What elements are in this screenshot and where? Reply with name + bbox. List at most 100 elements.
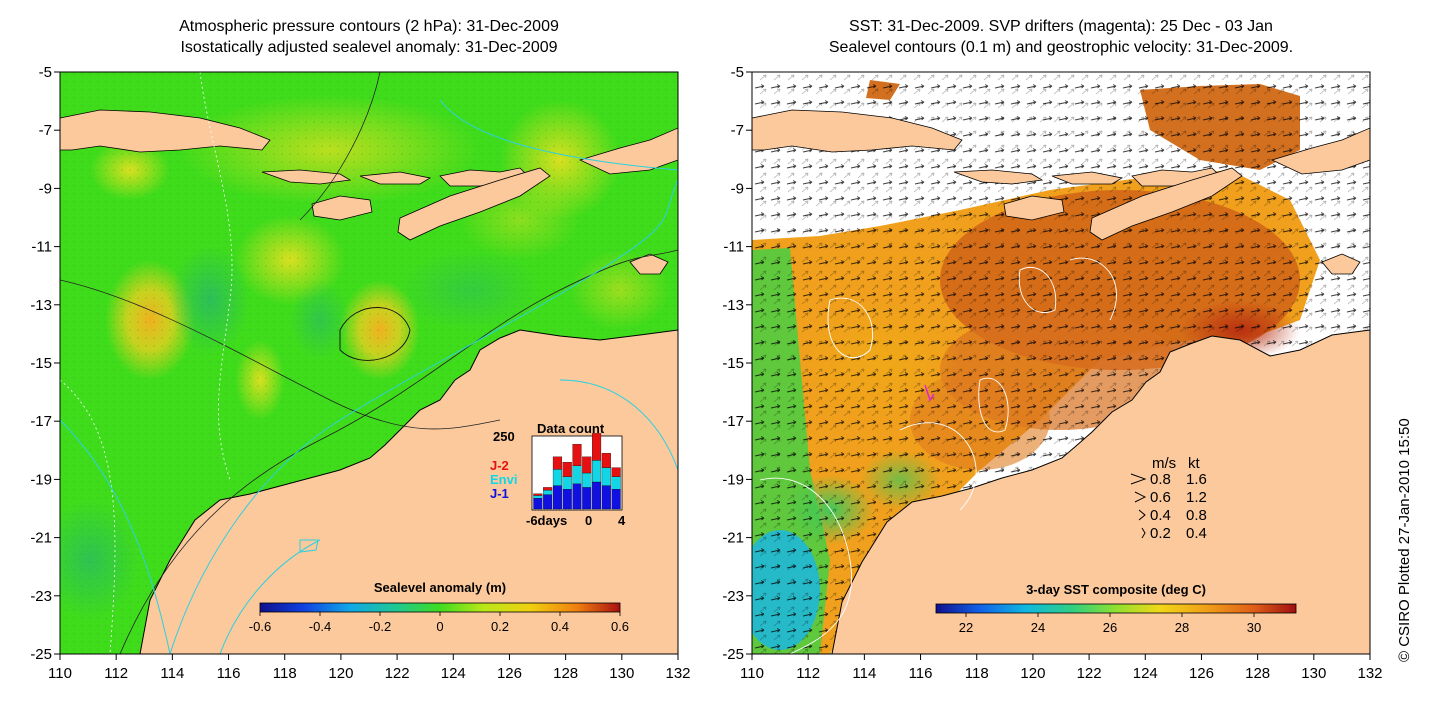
inset-bar-j1 xyxy=(562,489,572,510)
velocity-legend-kt: 0.8 xyxy=(1186,507,1207,524)
inset-legend-j2: J-2 xyxy=(490,458,509,473)
inset-xtick-left: -6days xyxy=(526,513,567,528)
left-ytick-label: -25 xyxy=(30,646,52,663)
inset-bar-j1 xyxy=(601,485,611,510)
inset-bar-envi xyxy=(611,476,621,490)
land-australia-r xyxy=(831,329,1370,654)
left-ytick-label: -9 xyxy=(39,180,52,197)
sst-colorbar: 3-day SST composite (deg C) 22 24 26 28 30 xyxy=(935,582,1297,635)
land-tanimbar xyxy=(629,253,669,275)
colorbar-tick-label: 28 xyxy=(1175,620,1189,635)
right-xtick-label: 126 xyxy=(1189,665,1214,682)
colorbar-tick-label: 22 xyxy=(959,620,973,635)
left-ytick-label: -11 xyxy=(31,239,52,256)
left-xtick-label: 116 xyxy=(217,665,241,682)
inset-bar-j1 xyxy=(552,485,562,510)
inset-bar-j2 xyxy=(552,456,562,470)
colorbar-tick-label: -0.4 xyxy=(309,619,331,634)
left-ytick-label: -23 xyxy=(30,588,52,605)
left-xtick-label: 126 xyxy=(497,665,522,682)
right-ytick-label: -9 xyxy=(731,180,744,197)
left-xtick-label: 130 xyxy=(609,665,634,682)
left-xtick-label: 112 xyxy=(104,665,128,682)
right-ytick-label: -5 xyxy=(731,64,744,81)
left-map xyxy=(60,72,678,654)
left-title-line1: Atmospheric pressure contours (2 hPa): 3… xyxy=(179,18,559,35)
inset-legend-envi: Envi xyxy=(490,472,517,487)
sla-colorbar: Sealevel anomaly (m) -0.6 -0.4 -0.2 0 0.2 0.4… xyxy=(249,580,629,634)
velocity-legend-ms-header: m/s xyxy=(1152,455,1176,472)
left-ytick-label: -5 xyxy=(39,64,52,81)
left-ytick-label: -17 xyxy=(30,413,52,430)
velocity-legend-ms: 0.2 xyxy=(1150,525,1171,542)
velocity-legend-ms: 0.4 xyxy=(1150,507,1171,524)
right-xtick-label: 128 xyxy=(1245,665,1270,682)
colorbar-tick-label: 0 xyxy=(436,619,443,634)
left-ytick-label: -13 xyxy=(30,297,52,314)
left-xtick-label: 120 xyxy=(328,665,353,682)
right-xtick-label: 120 xyxy=(1020,665,1045,682)
velocity-legend-ms: 0.8 xyxy=(1150,471,1171,488)
inset-bar-j1 xyxy=(572,483,582,510)
inset-bar-envi xyxy=(562,476,572,490)
sla-colorbar-title: Sealevel anomaly (m) xyxy=(374,580,506,595)
colorbar-tick-label: -0.2 xyxy=(369,619,391,634)
right-title-line1: SST: 31-Dec-2009. SVP drifters (magenta)… xyxy=(849,18,1273,35)
land-sumba xyxy=(311,195,373,221)
left-xtick-label: 132 xyxy=(665,665,690,682)
land-flores-north-r xyxy=(1270,127,1370,175)
right-xtick-label: 124 xyxy=(1133,665,1158,682)
land-sumba-r xyxy=(1003,195,1065,221)
inset-bar-envi xyxy=(592,460,602,483)
velocity-legend: m/s kt 0.8 1.60.6 1.20.4 0.80.2 0.4 xyxy=(1130,455,1207,542)
left-panel-title: Atmospheric pressure contours (2 hPa): 3… xyxy=(60,16,678,58)
left-xtick-label: 124 xyxy=(441,665,466,682)
right-ytick-label: -15 xyxy=(722,355,744,372)
colorbar-tick-label: 30 xyxy=(1247,620,1261,635)
velocity-legend-arrow xyxy=(1130,473,1147,485)
colorbar-tick-label: 0.4 xyxy=(551,619,569,634)
velocity-legend-kt: 1.6 xyxy=(1186,471,1207,488)
left-xtick-label: 128 xyxy=(553,665,578,682)
left-ytick-label: -21 xyxy=(30,530,52,547)
inset-bar-j2 xyxy=(562,462,572,477)
left-xtick-label: 110 xyxy=(48,665,72,682)
velocity-legend-kt-header: kt xyxy=(1188,455,1201,472)
inset-bar-j2 xyxy=(611,467,621,477)
right-panel-title: SST: 31-Dec-2009. SVP drifters (magenta)… xyxy=(752,16,1370,58)
inset-bar-j1 xyxy=(582,487,592,510)
inset-xtick-right: 4 xyxy=(618,513,626,528)
velocity-legend-arrow xyxy=(1138,509,1146,521)
inset-bar-j1 xyxy=(543,494,553,510)
velocity-legend-kt: 0.4 xyxy=(1186,525,1207,542)
inset-bar-envi xyxy=(601,467,611,486)
colorbar-tick-label: 0.2 xyxy=(491,619,509,634)
plot-credit: © CSIRO Plotted 27-Jan-2010 15:50 xyxy=(1396,418,1413,662)
right-ytick-label: -23 xyxy=(722,588,744,605)
land-lesser-sunda xyxy=(261,167,531,187)
right-xtick-label: 122 xyxy=(1077,665,1102,682)
land-tanimbar-r xyxy=(1321,253,1361,275)
inset-legend-j1: J-1 xyxy=(490,486,509,501)
left-title-line2: Isostatically adjusted sealevel anomaly:… xyxy=(180,39,558,56)
right-ytick-label: -13 xyxy=(722,297,744,314)
inset-bar-j1 xyxy=(533,498,543,510)
right-ytick-label: -21 xyxy=(722,530,744,547)
colorbar-tick-label: 0.6 xyxy=(611,619,629,634)
velocity-legend-kt: 1.2 xyxy=(1186,489,1207,506)
right-xtick-label: 112 xyxy=(796,665,820,682)
right-map xyxy=(752,72,1370,654)
right-xtick-label: 118 xyxy=(965,665,989,682)
inset-bar-j2 xyxy=(543,487,553,491)
inset-bar-j2 xyxy=(592,433,602,461)
land-flores-north xyxy=(578,127,678,175)
left-ytick-label: -7 xyxy=(39,122,52,139)
land-java-bali xyxy=(60,109,271,153)
axes-layer: -5 -7 -9 -11 -13 -15 -17 -19 -21 -23 -25 110 112 114 1… xyxy=(30,64,1382,682)
colorbar-tick-label: 24 xyxy=(1031,620,1045,635)
right-xtick-label: 132 xyxy=(1357,665,1382,682)
left-xtick-label: 114 xyxy=(160,665,184,682)
right-ytick-label: -7 xyxy=(731,122,744,139)
right-ytick-label: -17 xyxy=(722,413,744,430)
